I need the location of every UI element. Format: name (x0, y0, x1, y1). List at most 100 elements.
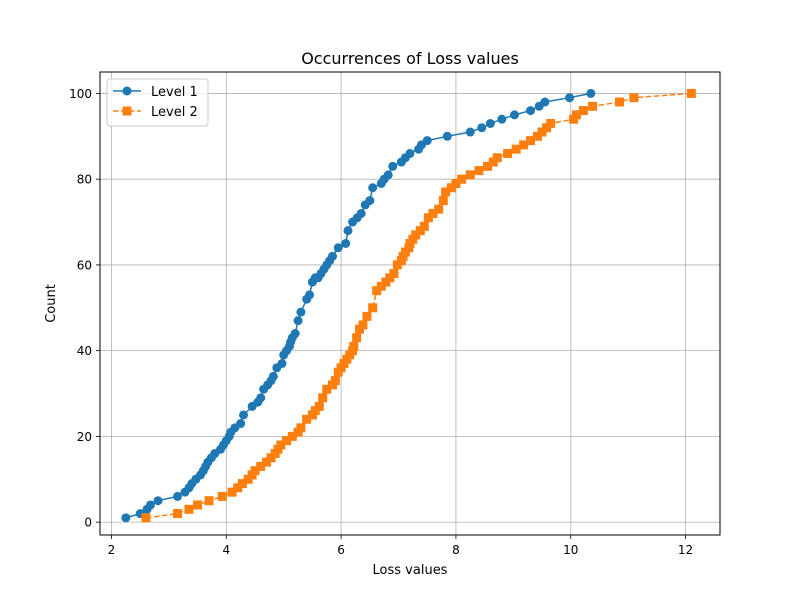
data-point (388, 161, 398, 171)
data-point (465, 170, 475, 180)
data-point (419, 221, 429, 231)
data-point (434, 204, 444, 214)
data-point (477, 123, 487, 133)
data-point (376, 281, 386, 291)
data-point (365, 196, 375, 206)
data-point (261, 457, 271, 467)
data-point (236, 419, 246, 429)
data-point (451, 178, 461, 188)
data-point (302, 414, 312, 424)
x-tick-label: 4 (222, 543, 230, 557)
data-point (578, 106, 588, 116)
data-point (383, 170, 393, 180)
data-point (526, 136, 536, 146)
legend-label-level-2: Level 2 (151, 105, 198, 120)
data-point (239, 410, 249, 420)
data-point (546, 118, 556, 128)
data-point (141, 513, 151, 523)
y-axis-label: Count (44, 284, 59, 323)
data-point (422, 136, 432, 146)
data-point (146, 500, 156, 510)
data-point (457, 174, 467, 184)
data-point (343, 226, 353, 236)
data-point (442, 131, 452, 141)
data-point (492, 153, 502, 163)
data-point (474, 166, 484, 176)
data-point (328, 251, 337, 261)
data-point (411, 230, 421, 240)
data-point (227, 487, 237, 497)
data-point (483, 161, 492, 171)
data-point (372, 286, 382, 296)
legend-marker-level-2 (122, 106, 132, 116)
data-point (305, 290, 315, 300)
x-tick-label: 6 (337, 543, 345, 557)
data-point (686, 88, 696, 98)
x-tick-label: 12 (678, 543, 693, 557)
data-point (296, 423, 306, 433)
y-tick-label: 80 (77, 173, 92, 187)
data-point (296, 307, 306, 317)
data-point (571, 110, 581, 120)
data-point (318, 393, 328, 403)
data-point (362, 311, 372, 321)
series-layer (121, 88, 696, 523)
y-tick-label: 20 (77, 430, 92, 444)
data-point (217, 491, 227, 501)
data-point (282, 436, 292, 446)
data-point (341, 238, 351, 248)
data-point (389, 268, 399, 278)
data-point (352, 333, 362, 343)
data-point (237, 479, 247, 489)
y-tick-label: 60 (77, 258, 92, 272)
data-point (532, 131, 542, 141)
series-level-1 (121, 88, 596, 523)
data-point (358, 320, 368, 330)
data-point (276, 440, 286, 450)
x-axis-label: Loss values (373, 563, 448, 578)
data-point (588, 101, 598, 111)
x-tick-label: 2 (108, 543, 116, 557)
data-point (509, 110, 519, 120)
data-point (349, 341, 359, 351)
legend: Level 1 Level 2 (106, 78, 209, 127)
data-point (173, 491, 182, 501)
data-point (526, 106, 536, 116)
data-point (287, 431, 297, 441)
data-point (485, 118, 495, 128)
legend-label-level-1: Level 1 (151, 85, 198, 100)
data-point (438, 196, 448, 206)
data-point (314, 401, 324, 411)
y-tick-label: 40 (77, 344, 92, 358)
data-point (356, 208, 366, 218)
data-point (423, 213, 433, 223)
x-tick-label: 10 (563, 543, 578, 557)
data-point (333, 243, 343, 253)
data-point (184, 504, 194, 514)
axes-frame (99, 71, 721, 536)
data-point (233, 483, 243, 493)
data-point (322, 384, 332, 394)
data-point (537, 127, 547, 137)
data-point (204, 496, 214, 506)
data-point (565, 93, 575, 103)
data-point (293, 316, 303, 326)
x-tick-label: 8 (452, 543, 460, 557)
data-point (441, 187, 451, 197)
data-point (256, 461, 266, 471)
y-tick-label: 0 (84, 516, 92, 530)
data-point (268, 371, 278, 381)
data-point (330, 376, 340, 386)
data-point (193, 500, 203, 510)
grid (100, 72, 720, 535)
data-point (503, 148, 513, 158)
legend-marker-level-1 (122, 86, 132, 96)
data-point (497, 114, 507, 124)
data-point (173, 509, 182, 519)
data-point (615, 97, 625, 107)
data-point (629, 93, 639, 103)
ticks: 2 4 6 8 10 12 0 20 40 60 80 100 (69, 87, 693, 557)
series-level-2 (141, 88, 696, 523)
data-point (428, 208, 438, 218)
